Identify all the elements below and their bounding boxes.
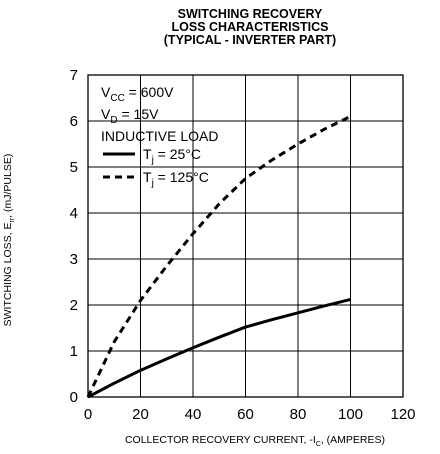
x-axis-label-main: COLLECTOR RECOVERY CURRENT, -I (124, 434, 316, 446)
condition-label: INDUCTIVE LOAD (101, 128, 218, 144)
legend-label-2: Tj = 125°C (143, 169, 209, 189)
y-tick-label: 1 (70, 343, 78, 360)
legend-label-1: Tj = 25°C (143, 146, 201, 166)
x-tick-label: 100 (338, 406, 363, 423)
x-tick-label: 0 (84, 406, 92, 423)
y-tick-label: 2 (70, 297, 78, 314)
series-line-1 (87, 298, 351, 399)
y-tick-label: 3 (70, 251, 78, 268)
x-axis-label-tail: , (AMPERES) (320, 434, 386, 446)
x-axis-label-sub: C (315, 441, 321, 449)
x-tick-label: 60 (237, 406, 254, 423)
x-tick-label: 120 (390, 406, 415, 423)
condition-label: VCC = 600V (101, 84, 174, 104)
plot-frame (87, 74, 404, 398)
condition-label: VD = 15V (101, 106, 159, 126)
x-axis-label: COLLECTOR RECOVERY CURRENT, -IC, (AMPERE… (90, 434, 420, 448)
y-tick-label: 7 (70, 67, 78, 84)
x-tick-label: 40 (185, 406, 202, 423)
chart-title-line-2: LOSS CHARACTERISTICS (171, 20, 329, 34)
y-tick-label: 0 (70, 389, 78, 406)
y-tick-label: 5 (70, 159, 78, 176)
chart-title-line-1: SWITCHING RECOVERY (177, 7, 323, 21)
x-tick-label: 80 (290, 406, 307, 423)
series-line-2 (86, 115, 352, 398)
x-tick-label: 20 (132, 406, 149, 423)
chart-title: SWITCHING RECOVERY LOSS CHARACTERISTICS … (80, 8, 420, 47)
y-tick-label: 4 (70, 205, 78, 222)
y-tick-label: 6 (70, 113, 78, 130)
chart-title-line-3: (TYPICAL - INVERTER PART) (163, 33, 337, 47)
